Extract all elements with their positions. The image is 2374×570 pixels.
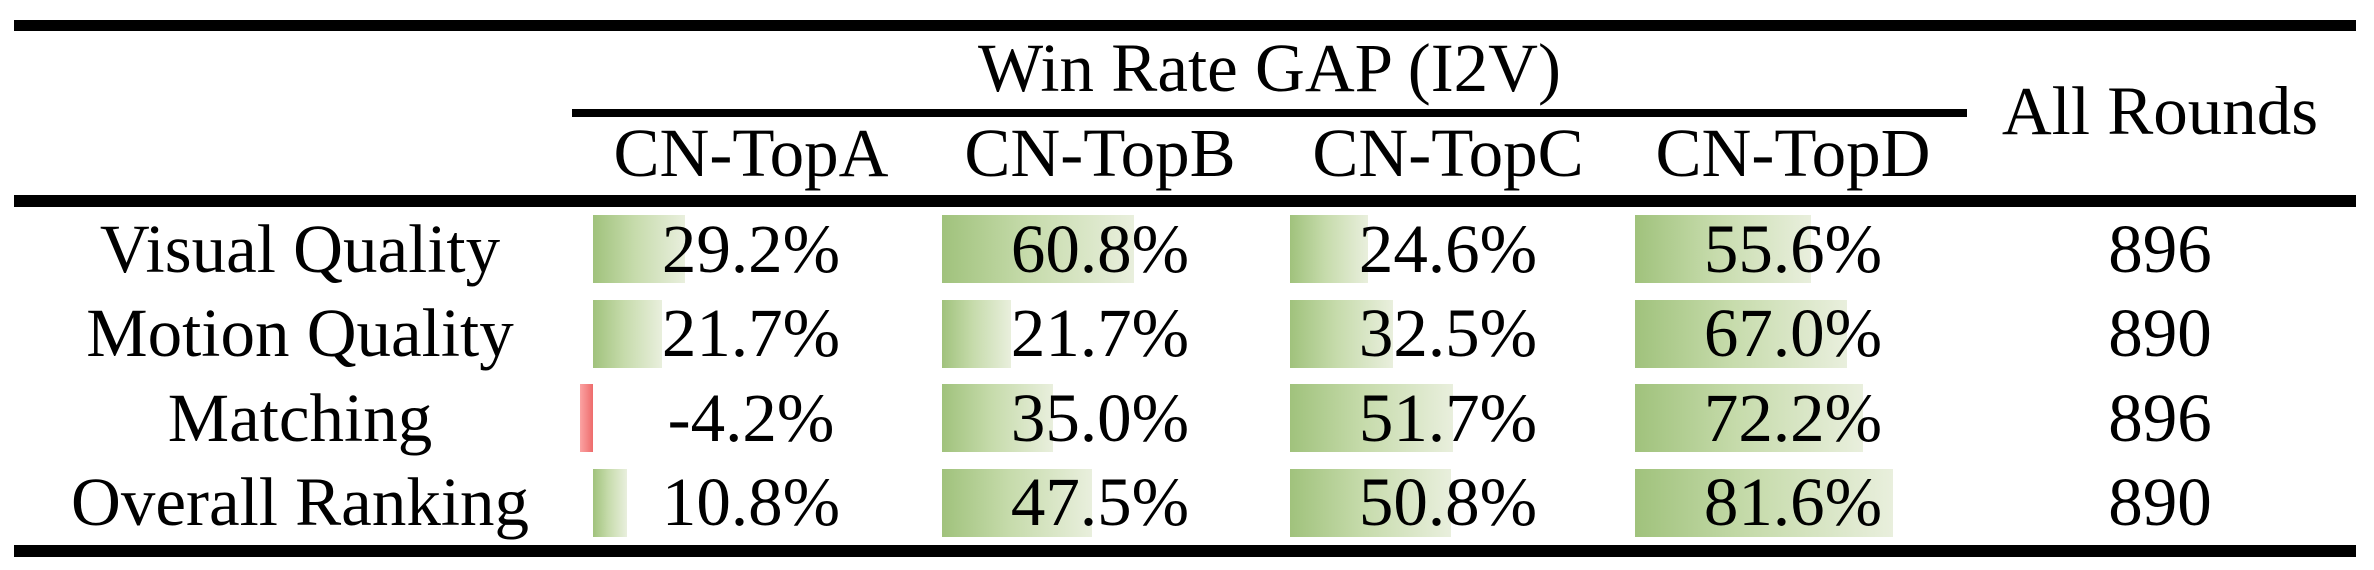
- column-header-cn-topb: CN-TopB: [964, 115, 1236, 191]
- all-rounds-value: 896: [2108, 379, 2212, 456]
- cell-value: 21.7%: [661, 295, 841, 372]
- cell-value: 67.0%: [1703, 295, 1883, 372]
- data-bar-cell: 81.6%: [1635, 461, 1951, 546]
- data-bar-cell: 60.8%: [942, 207, 1258, 292]
- data-bar-cell: 55.6%: [1635, 207, 1951, 292]
- data-bar-cell: 72.2%: [1635, 376, 1951, 461]
- positive-data-bar: [942, 215, 1135, 283]
- positive-data-bar: [1290, 299, 1393, 368]
- data-bar-cell: 21.7%: [593, 292, 909, 377]
- data-bar-cell: -4.2%: [579, 376, 909, 461]
- table-row: Visual Quality 896 29.2% 60.8% 24.6% 55.6%: [0, 207, 2374, 292]
- positive-data-bar: [1290, 384, 1454, 452]
- data-bar-cell: 29.2%: [593, 207, 909, 292]
- positive-data-bar: [593, 299, 662, 368]
- positive-data-bar: [593, 468, 628, 537]
- positive-data-bar: [593, 215, 686, 283]
- positive-data-bar: [1635, 468, 1893, 537]
- negative-data-bar: [579, 384, 593, 452]
- header-body-divider-rule: [14, 195, 2356, 207]
- data-bar-cell: 50.8%: [1290, 461, 1606, 546]
- column-header-cn-topc: CN-TopC: [1312, 115, 1584, 191]
- group-header-underline-rule: [572, 109, 1967, 117]
- row-label: Overall Ranking: [71, 464, 529, 541]
- cell-value: 35.0%: [1010, 379, 1190, 456]
- top-rule: [14, 20, 2356, 31]
- table-row: Motion Quality 890 21.7% 21.7% 32.5% 67.0%: [0, 292, 2374, 377]
- column-header-cn-topa: CN-TopA: [613, 115, 889, 191]
- cell-value: 10.8%: [661, 464, 841, 541]
- cell-value: 60.8%: [1010, 210, 1190, 287]
- all-rounds-value: 890: [2108, 464, 2212, 541]
- cell-value: 50.8%: [1358, 464, 1538, 541]
- row-label: Visual Quality: [99, 210, 501, 287]
- positive-data-bar: [942, 468, 1093, 537]
- cell-value: 32.5%: [1358, 295, 1538, 372]
- data-bar-cell: 35.0%: [942, 376, 1258, 461]
- group-header-win-rate-gap: Win Rate GAP (I2V): [978, 29, 1561, 106]
- all-rounds-value: 896: [2108, 210, 2212, 287]
- cell-value: 47.5%: [1010, 464, 1190, 541]
- data-bar-cell: 32.5%: [1290, 292, 1606, 377]
- row-label: Motion Quality: [86, 295, 514, 372]
- cell-value: 81.6%: [1703, 464, 1883, 541]
- table-row: Overall Ranking 890 10.8% 47.5% 50.8% 81.6%: [0, 461, 2374, 546]
- all-rounds-value: 890: [2108, 295, 2212, 372]
- data-bar-cell: 47.5%: [942, 461, 1258, 546]
- column-header-all-rounds: All Rounds: [2001, 72, 2319, 149]
- positive-data-bar: [942, 384, 1053, 452]
- positive-data-bar: [1635, 299, 1847, 368]
- data-bar-cell: 51.7%: [1290, 376, 1606, 461]
- cell-value: 55.6%: [1703, 210, 1883, 287]
- table-body: Visual Quality 896 29.2% 60.8% 24.6% 55.6% …: [0, 207, 2374, 545]
- positive-data-bar: [1635, 384, 1864, 452]
- data-bar-cell: 21.7%: [942, 292, 1258, 377]
- cell-value: 51.7%: [1358, 379, 1538, 456]
- cell-value: 21.7%: [1010, 295, 1190, 372]
- positive-data-bar: [1635, 215, 1811, 283]
- cell-value: 24.6%: [1358, 210, 1538, 287]
- positive-data-bar: [1290, 215, 1368, 283]
- table-row: Matching 896 -4.2% 35.0% 51.7% 72.2%: [0, 376, 2374, 461]
- cell-value: 29.2%: [661, 210, 841, 287]
- data-bar-cell: 10.8%: [593, 461, 909, 546]
- data-bar-cell: 67.0%: [1635, 292, 1951, 377]
- positive-data-bar: [942, 299, 1011, 368]
- cell-value: 72.2%: [1703, 379, 1883, 456]
- column-header-cn-topd: CN-TopD: [1655, 115, 1931, 191]
- bottom-rule: [14, 545, 2356, 557]
- cell-value: -4.2%: [667, 379, 835, 456]
- data-bar-cell: 24.6%: [1290, 207, 1606, 292]
- row-label: Matching: [167, 379, 433, 456]
- positive-data-bar: [1290, 468, 1451, 537]
